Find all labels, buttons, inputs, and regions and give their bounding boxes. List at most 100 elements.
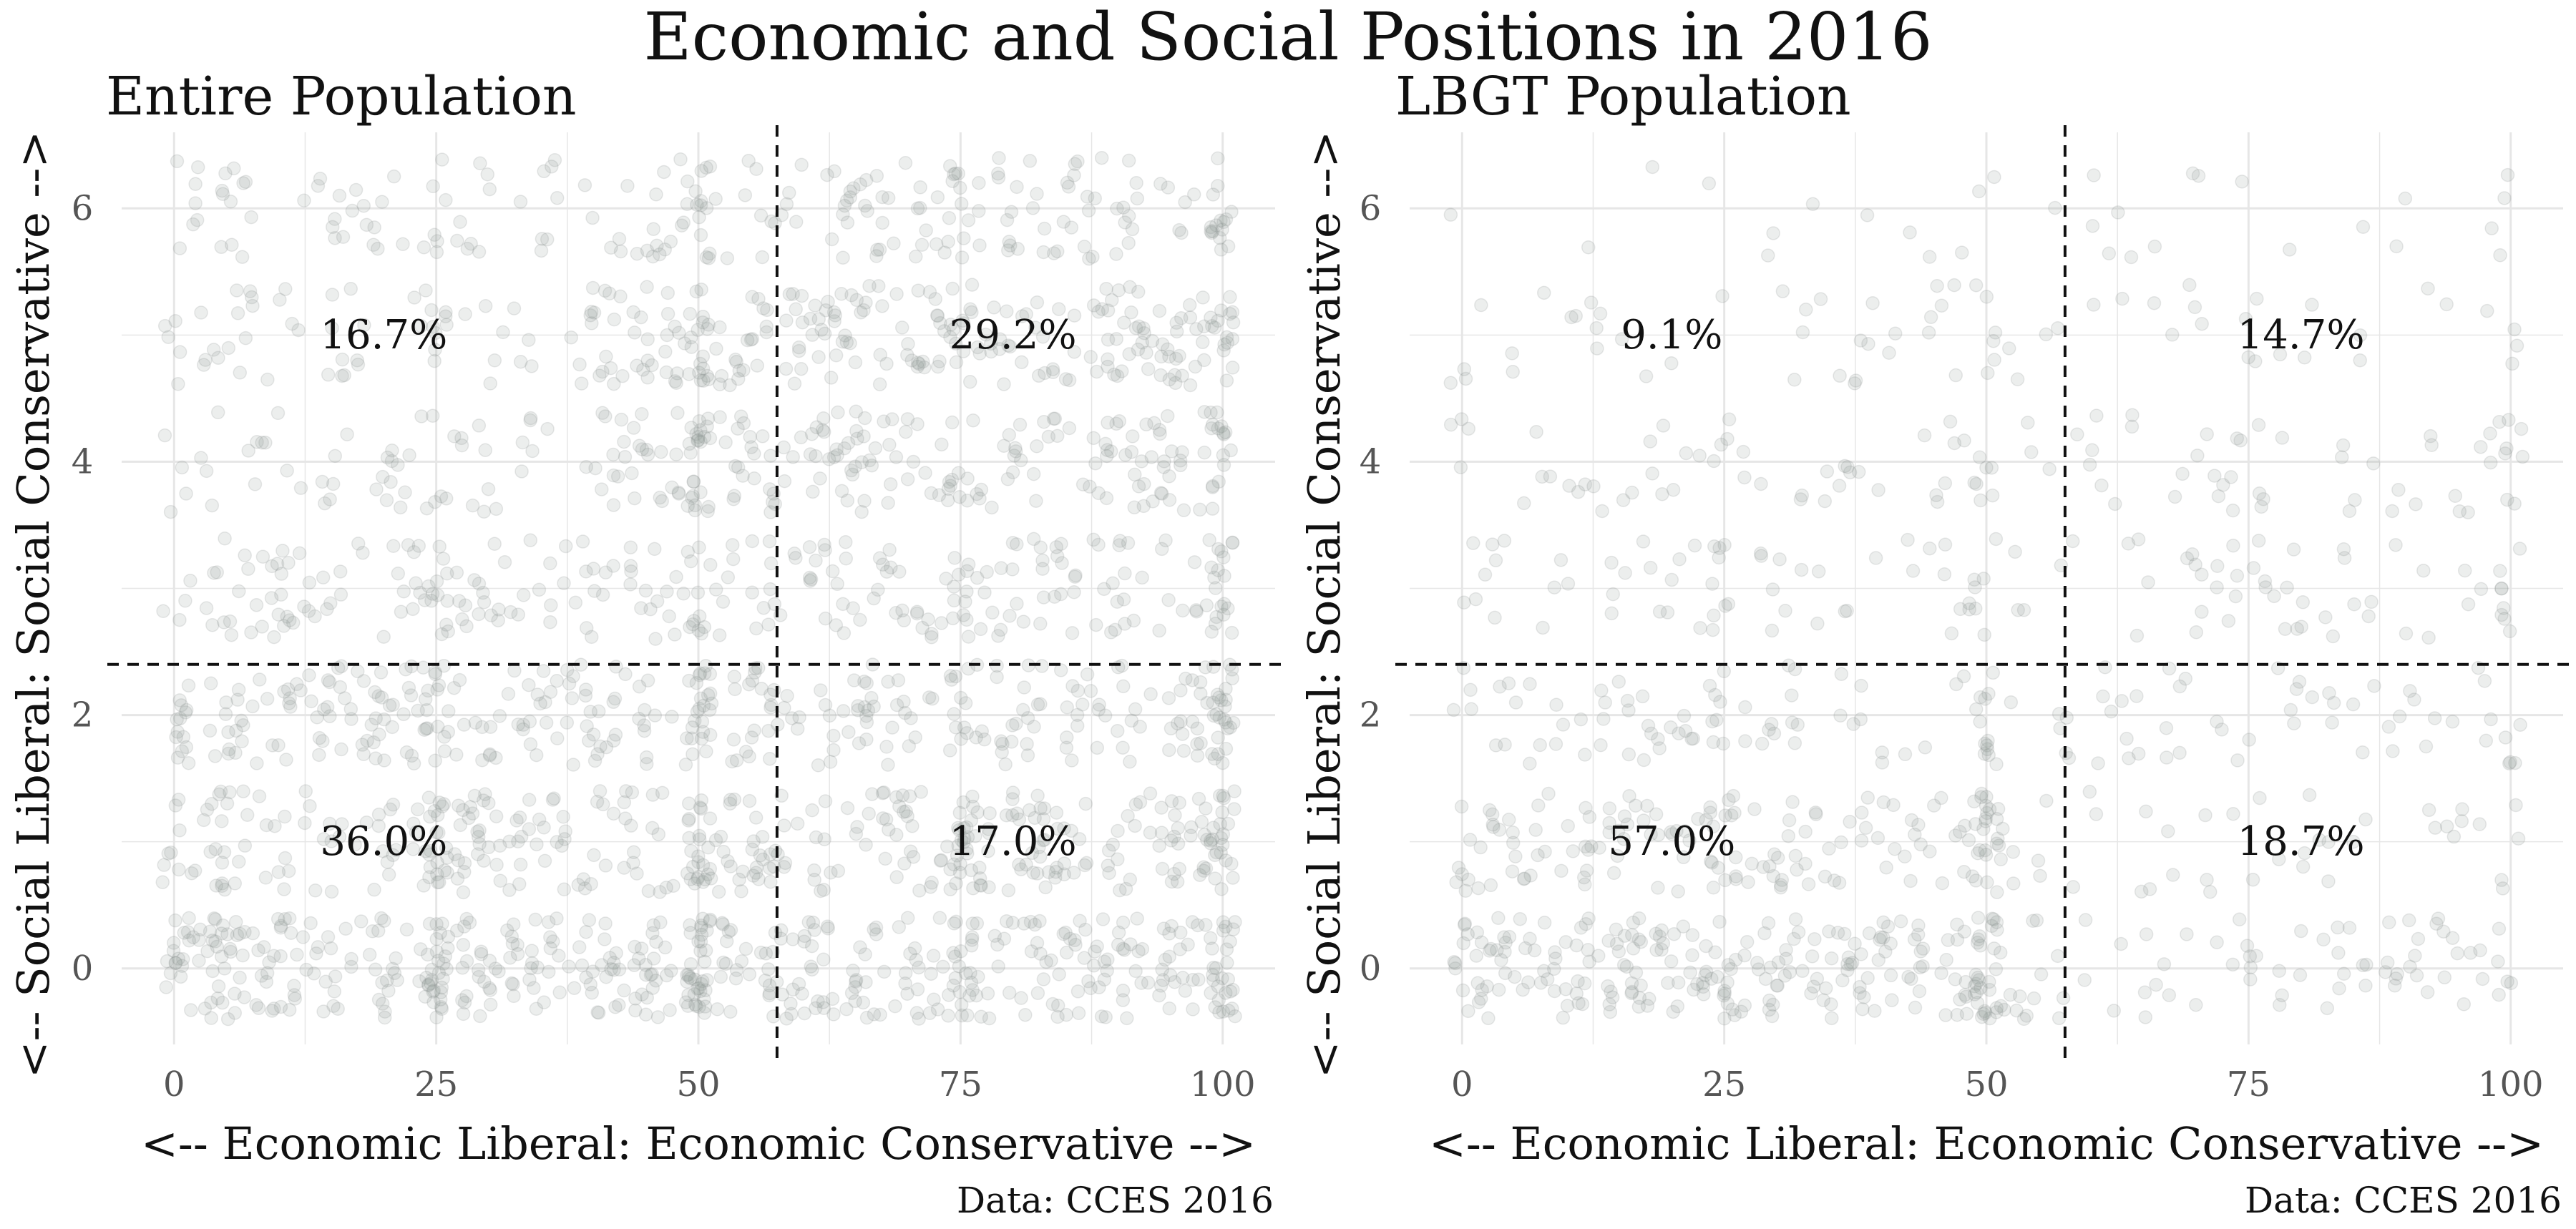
data-point [1123,937,1138,951]
x-tick-label: 25 [414,1064,458,1105]
data-point [993,622,1008,637]
data-point [972,175,986,190]
data-point [869,249,884,263]
data-point [447,429,462,444]
data-point [1083,684,1098,698]
data-point [838,328,852,343]
data-point [1033,540,1048,554]
data-point [1885,993,1899,1007]
data-point [1853,979,1867,994]
data-point [391,458,405,472]
data-point [1037,801,1052,816]
data-point [659,365,674,380]
data-point [623,559,638,573]
data-point [669,376,683,391]
data-point [371,924,386,938]
data-point [453,215,467,230]
data-point [1116,740,1130,755]
data-point [1014,991,1028,1005]
data-point [703,912,718,927]
data-point [867,1007,882,1022]
data-point [1156,973,1171,987]
data-point [1226,982,1240,997]
data-point [1121,808,1135,823]
data-point [1171,821,1186,836]
data-point [371,807,386,822]
data-point [952,959,967,974]
data-point [2232,912,2247,927]
data-point [640,990,655,1005]
data-point [1214,544,1229,559]
data-point [177,926,192,940]
data-point [1216,790,1231,806]
data-point [424,976,438,991]
data-point [544,598,558,612]
data-point [1121,235,1136,250]
data-point [2245,872,2260,887]
data-point [1830,926,1845,940]
data-point [736,363,751,378]
data-point [1950,1007,1964,1022]
data-point [961,213,976,227]
data-point [2138,1010,2153,1024]
data-point [955,1008,970,1023]
data-point [879,740,894,754]
data-point [947,551,962,565]
data-point [694,919,708,933]
data-point [473,1009,487,1024]
data-point [858,947,872,961]
data-point [1163,721,1179,736]
data-point [1103,625,1118,640]
data-point [2437,970,2452,985]
data-point [2515,449,2530,464]
data-point [849,973,864,987]
data-point [228,1006,243,1020]
data-point [1134,976,1148,990]
data-point [506,977,520,991]
data-point [282,613,297,627]
data-point [437,730,452,744]
data-point [419,702,434,718]
data-point [1482,944,1497,958]
data-point [182,911,196,926]
data-point [636,363,650,377]
data-point [686,859,701,874]
data-point [1547,580,1562,594]
data-point [849,826,864,841]
data-point [2006,845,2021,859]
data-point [1206,695,1220,710]
data-point [1102,866,1116,881]
data-point [1059,740,1074,755]
data-point [210,565,225,579]
data-point [881,675,895,689]
data-point [825,564,840,579]
data-point [1628,798,1643,813]
data-point [741,677,756,692]
data-point [1083,981,1098,996]
data-point [2286,542,2301,557]
data-point [324,834,338,848]
data-point [1679,446,1694,461]
data-point [2421,630,2436,645]
data-point [579,925,593,939]
data-point [409,576,423,591]
data-point [718,956,733,971]
data-point [1038,833,1052,847]
data-point [1206,660,1221,674]
data-point [703,246,717,261]
data-point [1883,968,1898,983]
data-point [2189,998,2203,1012]
data-point [943,882,957,896]
data-point [660,584,674,599]
data-point [960,1008,975,1023]
data-point [507,663,522,678]
data-point [907,941,922,956]
data-point [2252,486,2267,501]
data-point [1635,689,1650,704]
data-point [1184,828,1198,843]
data-point [459,619,474,634]
data-point [818,697,833,713]
data-point [1191,791,1206,806]
data-point [2021,416,2035,430]
data-point [1010,537,1024,552]
